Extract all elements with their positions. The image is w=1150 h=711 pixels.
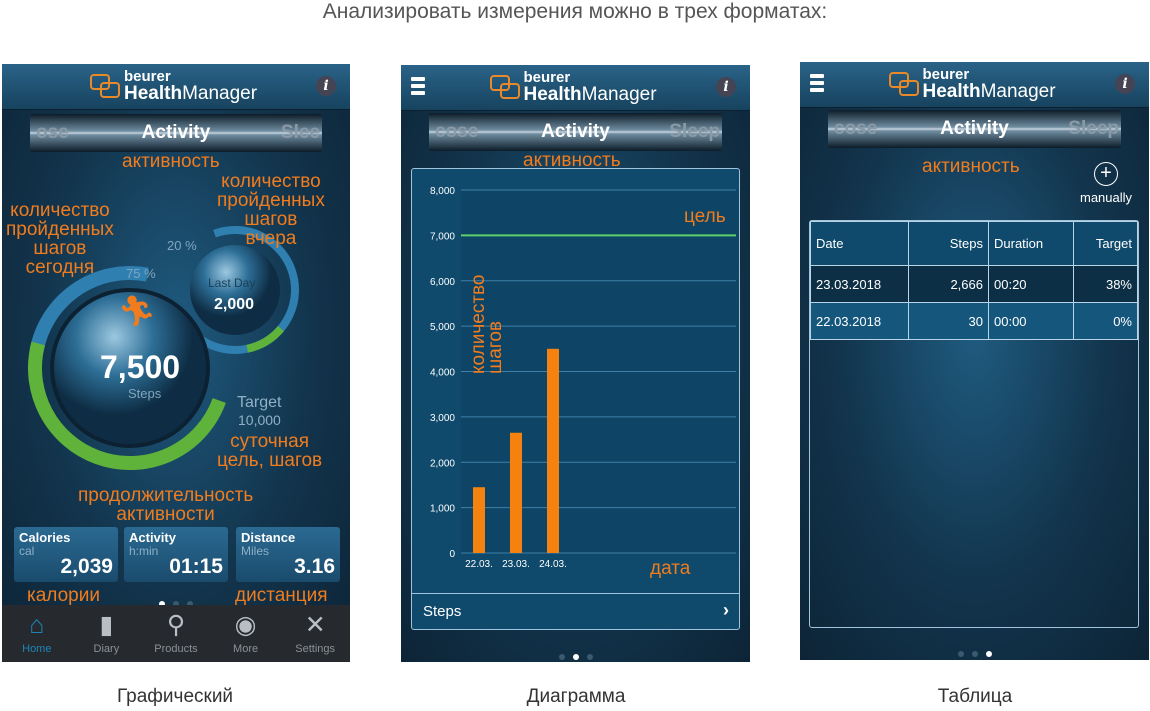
add-manually-button[interactable]: + manually <box>1080 162 1133 205</box>
runner-icon: 🏃︎ <box>118 295 157 328</box>
tab-sleep[interactable]: Slee <box>280 122 320 143</box>
caption-graphic: Графический <box>116 686 234 707</box>
activity-card[interactable]: Activity h:min 01:15 <box>124 527 228 582</box>
page-indicator <box>401 647 750 662</box>
nav-products[interactable]: ⚲ Products <box>141 605 211 662</box>
page-indicator <box>800 644 1149 660</box>
target-label: Target <box>237 394 282 411</box>
y-tick-label: 3,000 <box>430 413 455 424</box>
y-tick-label: 7,000 <box>430 231 455 242</box>
chart-screen: beurer HealthManager i cose Activity Sle… <box>401 65 750 662</box>
app-header: beurer HealthManager i <box>800 62 1149 108</box>
y-tick-label: 5,000 <box>430 322 455 333</box>
steps-value: 7,500 <box>100 349 181 385</box>
bottom-nav: ⌂ Home ▮ Diary ⚲ Products ◉ More ✕ Settings <box>2 605 350 662</box>
nav-home[interactable]: ⌂ Home <box>2 605 72 662</box>
data-table-card: Date Steps Duration Target 23.03.2018 2,6… <box>809 220 1139 628</box>
annotation-duration: продолжительность активности <box>78 485 254 525</box>
category-tabs[interactable]: cose Activity Sleep <box>828 110 1121 148</box>
caption-table: Таблица <box>937 686 1013 707</box>
app-logo: beurer HealthManager <box>486 69 666 109</box>
y-tick-label: 0 <box>449 549 455 560</box>
lastday-progress <box>171 226 299 354</box>
lastday-percent: 20 % <box>167 238 197 253</box>
more-icon: ◉ <box>234 611 257 639</box>
tab-sleep[interactable]: Sleep <box>669 121 720 142</box>
settings-icon: ✕ <box>304 611 326 639</box>
tab-glucose[interactable]: cose <box>834 118 878 139</box>
y-tick-label: 6,000 <box>430 277 455 288</box>
tab-glucose[interactable]: cose <box>435 121 479 142</box>
nav-settings[interactable]: ✕ Settings <box>280 605 350 662</box>
x-tick-label: 22.03. <box>465 559 493 570</box>
annotation-activity: активность <box>523 150 621 171</box>
x-tick-label: 23.03. <box>502 559 530 570</box>
activity-rings <box>28 226 299 470</box>
y-tick-label: 2,000 <box>430 458 455 469</box>
annotation-goal: суточная цель, шагов <box>217 431 323 471</box>
x-tick-label: 24.03. <box>539 559 567 570</box>
menu-icon[interactable] <box>810 74 824 95</box>
table-header: Date Steps Duration Target <box>810 221 1138 266</box>
graphic-screen: beurer HealthManager i ose Activity Slee… <box>2 64 350 662</box>
book-icon: ▮ <box>99 611 114 639</box>
lastday-label: Last Day <box>208 276 256 290</box>
annotation-activity: активность <box>922 156 1020 177</box>
page-title: Анализировать измерения можно в трех фор… <box>322 0 828 23</box>
table-row[interactable]: 23.03.2018 2,666 00:20 38% <box>810 265 1138 303</box>
target-value: 10,000 <box>238 412 281 428</box>
chevron-right-icon: › <box>723 600 729 620</box>
info-icon[interactable]: i <box>716 77 736 97</box>
calories-card[interactable]: Calories cal 2,039 <box>14 527 118 582</box>
lastday-value: 2,000 <box>214 296 255 313</box>
nav-diary[interactable]: ▮ Diary <box>72 605 142 662</box>
steps-label: Steps <box>128 386 162 401</box>
info-icon[interactable]: i <box>316 76 336 96</box>
annotation-calories: калории <box>27 585 100 606</box>
annotation-activity: активность <box>122 151 220 172</box>
today-progress <box>28 266 232 470</box>
app-header: beurer HealthManager i <box>2 64 350 110</box>
search-icon: ⚲ <box>166 611 186 639</box>
annotation-today: количество пройденных шагов сегодня <box>6 200 114 278</box>
annotation-goal: цель <box>684 206 726 227</box>
info-icon[interactable]: i <box>1115 74 1135 94</box>
steps-selector[interactable]: Steps › <box>412 593 739 629</box>
menu-icon[interactable] <box>411 77 425 98</box>
app-header: beurer HealthManager i <box>401 65 750 111</box>
plus-circle-icon: + <box>1094 162 1119 186</box>
bar-24.03. <box>547 348 559 553</box>
table-screen: beurer HealthManager i cose Activity Sle… <box>800 62 1149 660</box>
nav-more[interactable]: ◉ More <box>211 605 281 662</box>
distance-card[interactable]: Distance Miles 3.16 <box>236 527 340 582</box>
home-icon: ⌂ <box>29 611 45 639</box>
app-logo: beurer HealthManager <box>885 66 1065 106</box>
annotation-steps: количество шагов <box>468 274 506 375</box>
chart-card: 0 1,000 2,000 3,000 4,000 5,000 6,000 7,000 8,00… <box>411 168 740 630</box>
bar-22.03. <box>473 487 485 553</box>
today-percent: 75 % <box>126 266 156 281</box>
activity-table: Date Steps Duration Target 23.03.2018 2,6… <box>810 221 1138 340</box>
y-tick-label: 1,000 <box>430 504 455 515</box>
steps-bar-chart: 0 1,000 2,000 3,000 4,000 5,000 6,000 7,000 8,00… <box>430 186 739 570</box>
tab-glucose[interactable]: ose <box>36 122 69 143</box>
y-tick-label: 4,000 <box>430 368 455 379</box>
app-logo: beurer HealthManager <box>86 68 266 108</box>
category-tabs[interactable]: ose Activity Slee <box>30 114 322 152</box>
y-tick-label: 8,000 <box>430 186 455 197</box>
table-row[interactable]: 22.03.2018 30 00:00 0% <box>810 302 1138 340</box>
tab-sleep[interactable]: Sleep <box>1068 118 1119 139</box>
annotation-distance: дистанция <box>235 585 328 606</box>
category-tabs[interactable]: cose Activity Sleep <box>429 113 722 151</box>
annotation-date: дата <box>650 558 691 579</box>
caption-chart: Диаграмма <box>526 686 626 707</box>
tab-activity[interactable]: Activity <box>940 118 1009 139</box>
tab-activity[interactable]: Activity <box>141 122 211 143</box>
page-indicator <box>2 594 350 612</box>
annotation-yesterday: количество пройденных шагов вчера <box>217 171 325 249</box>
tab-activity[interactable]: Activity <box>541 121 610 142</box>
bar-23.03. <box>510 432 522 553</box>
